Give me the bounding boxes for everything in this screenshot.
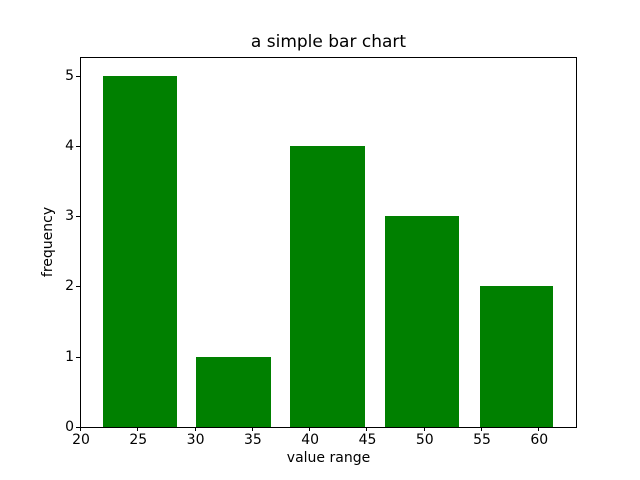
bar-1 (102, 75, 178, 427)
x-tick-label: 50 (415, 432, 434, 448)
x-tick-label: 20 (72, 432, 90, 448)
plot-area (80, 57, 577, 428)
x-axis-label: value range (286, 450, 371, 466)
y-tick-label: 2 (65, 278, 74, 295)
bar-2 (195, 356, 272, 427)
y-tick-label: 4 (65, 137, 74, 154)
y-tick-label: 0 (65, 419, 74, 435)
y-tick-label: 1 (65, 348, 74, 365)
x-tick-label: 30 (186, 432, 205, 448)
x-tick-label: 40 (301, 432, 320, 448)
bar-3 (289, 145, 366, 427)
x-tick-label: 55 (473, 432, 491, 448)
bar-5 (479, 286, 553, 427)
x-tick-label: 60 (530, 432, 549, 448)
y-axis-label: frequency (40, 206, 56, 278)
y-tick-label: 5 (65, 67, 74, 84)
x-tick-label: 25 (129, 432, 148, 448)
chart-title: a simple bar chart (250, 32, 407, 52)
x-tick-label: 35 (243, 432, 262, 448)
bar-4 (384, 216, 460, 427)
x-tick-label: 45 (358, 432, 377, 448)
